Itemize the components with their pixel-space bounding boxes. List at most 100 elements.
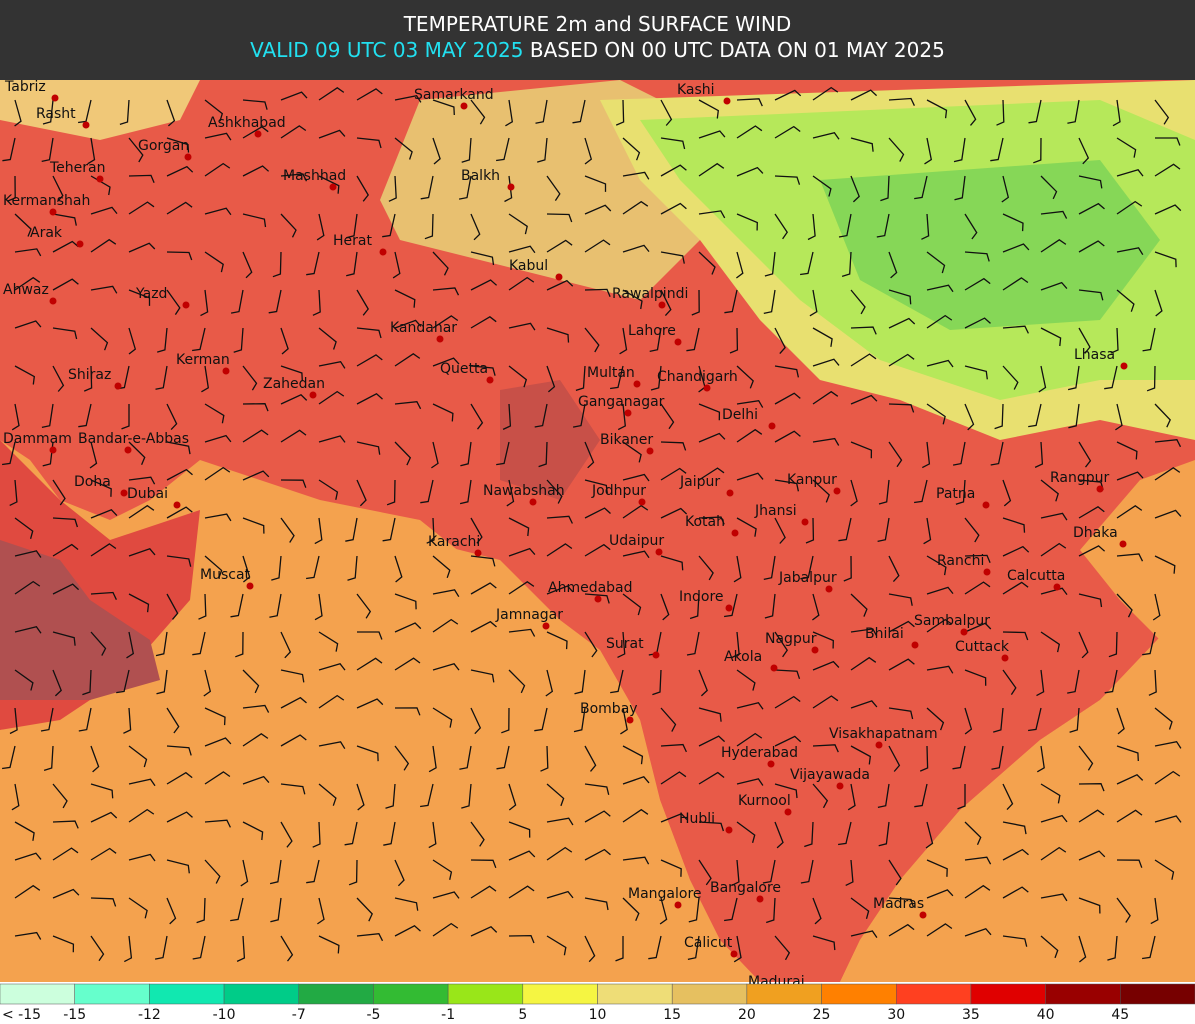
wind-barb <box>622 244 650 253</box>
wind-barb <box>573 707 586 733</box>
city-label: Jhansi <box>754 503 797 519</box>
wind-barb <box>924 137 933 165</box>
city-dot <box>638 498 646 506</box>
wind-barb <box>850 479 858 507</box>
wind-barb <box>52 847 79 861</box>
wind-barb <box>1028 403 1042 428</box>
wind-barb <box>850 289 866 315</box>
city-dot <box>767 760 775 768</box>
wind-barb <box>40 707 54 732</box>
wind-barb <box>1154 163 1181 177</box>
city-dot <box>474 549 482 557</box>
wind-barb <box>698 162 725 177</box>
wind-barb <box>432 859 453 880</box>
wind-barb <box>698 771 725 785</box>
wind-barb <box>774 430 801 443</box>
city-label: Ahwaz <box>3 282 49 298</box>
city-label: Calicut <box>684 935 733 951</box>
city-dot <box>82 121 90 129</box>
legend-label: 20 <box>738 1007 756 1023</box>
wind-barb <box>312 289 321 316</box>
wind-barb <box>764 593 776 619</box>
wind-barb <box>1155 137 1181 146</box>
wind-barb <box>774 213 788 240</box>
wind-barb <box>128 808 155 823</box>
wind-barb <box>1078 137 1090 165</box>
wind-barb <box>1040 846 1067 861</box>
hot-zone <box>0 540 160 700</box>
wind-barb <box>204 737 232 747</box>
wind-barb <box>242 704 270 713</box>
city-label: Madras <box>873 896 924 912</box>
wind-barb <box>470 251 495 266</box>
city-dot <box>184 153 192 161</box>
city-label: Dhaka <box>1073 525 1118 541</box>
city-label: Multan <box>587 365 635 381</box>
wind-barb <box>1040 479 1059 502</box>
wind-barb <box>1002 277 1029 291</box>
wind-barb <box>52 278 79 291</box>
wind-barb <box>888 251 898 279</box>
city-labels: Tabriz Rasht Gorgan Ashkhabad Teheran Mashhad… <box>3 80 1128 997</box>
wind-barb <box>888 897 915 908</box>
wind-barb <box>1115 403 1123 431</box>
wind-barb <box>736 98 763 107</box>
wind-barb <box>1067 99 1080 124</box>
wind-barb <box>850 628 878 637</box>
wind-barb <box>1142 935 1156 960</box>
wind-barb <box>733 935 742 963</box>
city-dot <box>555 273 563 281</box>
wind-barb <box>774 821 784 849</box>
wind-barb <box>230 289 244 314</box>
wind-barb <box>926 284 954 293</box>
city-dot <box>1119 540 1127 548</box>
wind-barb <box>1078 897 1101 914</box>
wind-barb <box>344 821 358 846</box>
wind-barb <box>800 251 814 276</box>
city-label: Bangalore <box>710 880 781 896</box>
city-label: Yazd <box>135 286 167 302</box>
city-label: Herat <box>333 233 372 249</box>
wind-barb <box>921 213 930 240</box>
wind-barb <box>280 173 308 182</box>
wind-barb <box>1108 631 1118 658</box>
wind-barb <box>1078 745 1094 771</box>
legend-swatch <box>821 983 897 1005</box>
city-label: Ranchi <box>937 553 984 569</box>
wind-barb <box>698 555 714 581</box>
wind-barb <box>1036 669 1045 697</box>
wind-barb <box>458 175 472 200</box>
wind-barb <box>540 745 549 772</box>
wind-barb <box>116 669 130 694</box>
wind-barb <box>877 517 890 543</box>
wind-barb <box>584 543 611 557</box>
city-dot <box>1053 583 1061 591</box>
wind-barb <box>535 99 548 124</box>
wind-barb <box>52 175 64 203</box>
wind-barb <box>242 126 269 139</box>
wind-barb <box>847 783 856 811</box>
wind-barb <box>318 935 340 954</box>
wind-barb <box>546 479 563 504</box>
wind-barb <box>914 479 928 504</box>
wind-barb <box>774 125 801 139</box>
wind-barb <box>459 745 472 770</box>
wind-barb <box>774 735 802 747</box>
wind-barb <box>1078 935 1087 963</box>
city-label: Sambalpur <box>914 613 990 629</box>
wind-barb <box>878 821 890 847</box>
wind-barb <box>584 441 595 469</box>
city-dot <box>626 716 634 724</box>
wind-barb <box>1152 593 1161 621</box>
wind-barb <box>345 517 358 542</box>
wind-barb <box>1040 631 1061 653</box>
wind-barb <box>546 515 573 524</box>
wind-barb <box>731 631 740 659</box>
wind-barb <box>508 547 536 557</box>
wind-barb <box>736 778 764 786</box>
city-label: Mangalore <box>628 886 702 902</box>
city-dot <box>624 409 632 417</box>
city-dot <box>1001 654 1009 662</box>
wind-barb <box>660 202 687 215</box>
